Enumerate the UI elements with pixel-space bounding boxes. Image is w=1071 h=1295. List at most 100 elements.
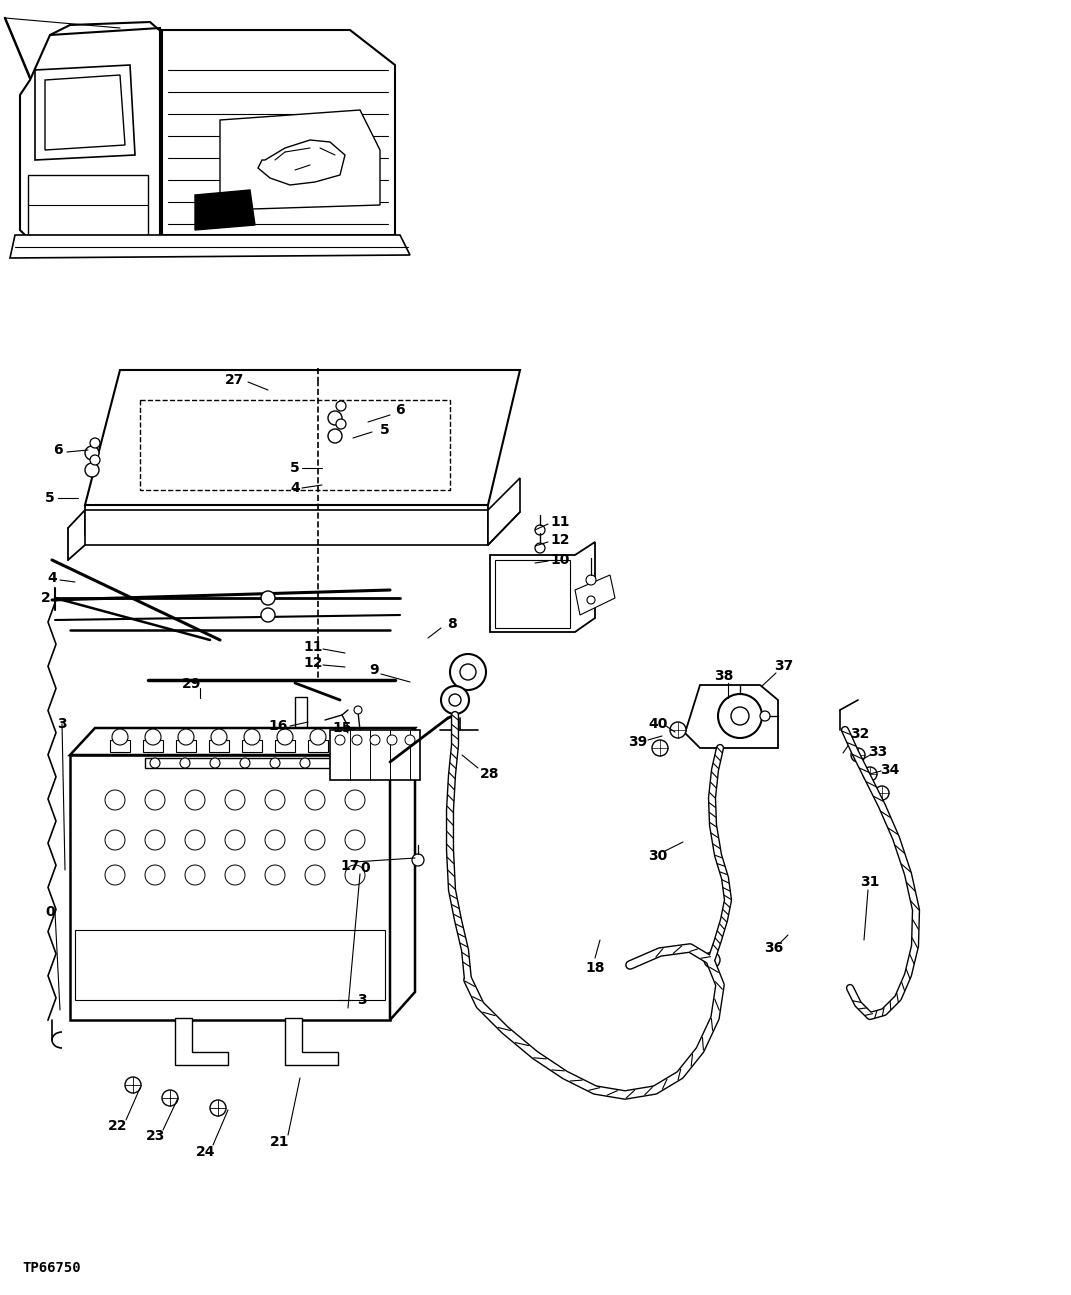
Circle shape xyxy=(265,790,285,809)
Text: 6: 6 xyxy=(395,403,405,417)
Text: 17: 17 xyxy=(341,859,360,873)
Polygon shape xyxy=(285,1018,338,1064)
Circle shape xyxy=(85,464,99,477)
Circle shape xyxy=(277,729,293,745)
Circle shape xyxy=(185,790,205,809)
Polygon shape xyxy=(75,930,384,1000)
Polygon shape xyxy=(162,30,395,234)
Circle shape xyxy=(105,830,125,850)
Circle shape xyxy=(105,865,125,884)
Circle shape xyxy=(210,758,220,768)
Polygon shape xyxy=(20,28,160,245)
Circle shape xyxy=(336,401,346,411)
Circle shape xyxy=(412,853,424,866)
Polygon shape xyxy=(175,1018,228,1064)
Text: 2: 2 xyxy=(41,591,51,605)
Circle shape xyxy=(145,830,165,850)
Circle shape xyxy=(210,1099,226,1116)
Polygon shape xyxy=(575,575,615,615)
Circle shape xyxy=(90,438,100,448)
Circle shape xyxy=(150,758,160,768)
Circle shape xyxy=(450,654,486,690)
Circle shape xyxy=(225,790,245,809)
Circle shape xyxy=(731,707,749,725)
Circle shape xyxy=(328,429,342,443)
Circle shape xyxy=(305,865,325,884)
Bar xyxy=(355,755,383,773)
Text: 5: 5 xyxy=(380,423,390,436)
Circle shape xyxy=(449,694,461,706)
Text: 3: 3 xyxy=(358,993,366,1008)
Circle shape xyxy=(345,865,365,884)
Polygon shape xyxy=(70,728,414,755)
Text: 40: 40 xyxy=(648,717,667,730)
Circle shape xyxy=(587,596,595,603)
Text: 5: 5 xyxy=(45,491,55,505)
Text: TP66750: TP66750 xyxy=(22,1261,80,1276)
Circle shape xyxy=(265,865,285,884)
Text: 31: 31 xyxy=(860,875,879,888)
Circle shape xyxy=(270,758,280,768)
Circle shape xyxy=(345,790,365,809)
Circle shape xyxy=(145,865,165,884)
Circle shape xyxy=(875,786,889,800)
Circle shape xyxy=(405,736,414,745)
Circle shape xyxy=(185,865,205,884)
Circle shape xyxy=(265,830,285,850)
Text: 30: 30 xyxy=(648,850,667,862)
Circle shape xyxy=(536,524,545,535)
Text: 22: 22 xyxy=(108,1119,127,1133)
Text: 37: 37 xyxy=(774,659,794,673)
Polygon shape xyxy=(144,739,163,752)
Polygon shape xyxy=(495,559,570,628)
Circle shape xyxy=(369,736,380,745)
Circle shape xyxy=(180,758,190,768)
Circle shape xyxy=(145,790,165,809)
Text: 23: 23 xyxy=(147,1129,166,1143)
Text: 27: 27 xyxy=(225,373,244,387)
Circle shape xyxy=(360,758,369,768)
Circle shape xyxy=(345,830,365,850)
Circle shape xyxy=(328,411,342,425)
Circle shape xyxy=(355,706,362,714)
Circle shape xyxy=(145,729,161,745)
Polygon shape xyxy=(390,728,414,1020)
Circle shape xyxy=(162,1090,178,1106)
Circle shape xyxy=(310,729,326,745)
Circle shape xyxy=(461,664,476,680)
Text: 9: 9 xyxy=(369,663,379,677)
Text: 4: 4 xyxy=(290,480,300,495)
Circle shape xyxy=(211,729,227,745)
Polygon shape xyxy=(242,739,262,752)
Text: 5: 5 xyxy=(290,461,300,475)
Circle shape xyxy=(244,729,260,745)
Circle shape xyxy=(441,686,469,714)
Circle shape xyxy=(586,575,595,585)
Polygon shape xyxy=(491,543,595,632)
Polygon shape xyxy=(10,234,410,258)
Circle shape xyxy=(363,758,375,771)
Text: 16: 16 xyxy=(269,719,288,733)
Circle shape xyxy=(261,607,275,622)
Polygon shape xyxy=(110,739,130,752)
Circle shape xyxy=(330,758,340,768)
Text: 39: 39 xyxy=(629,736,648,749)
Circle shape xyxy=(261,591,275,605)
Text: 0: 0 xyxy=(45,905,55,919)
Text: 4: 4 xyxy=(47,571,57,585)
Polygon shape xyxy=(35,65,135,161)
Text: 12: 12 xyxy=(550,534,570,546)
Polygon shape xyxy=(28,175,148,234)
Text: 0: 0 xyxy=(360,861,369,875)
Text: 12: 12 xyxy=(303,657,322,670)
Polygon shape xyxy=(258,140,345,185)
Circle shape xyxy=(105,790,125,809)
Text: 10: 10 xyxy=(550,553,570,567)
Text: 11: 11 xyxy=(550,515,570,528)
Polygon shape xyxy=(220,110,380,210)
Circle shape xyxy=(343,729,359,745)
Text: 32: 32 xyxy=(850,726,870,741)
Text: 3: 3 xyxy=(57,717,66,730)
Circle shape xyxy=(335,736,345,745)
Polygon shape xyxy=(195,190,255,231)
